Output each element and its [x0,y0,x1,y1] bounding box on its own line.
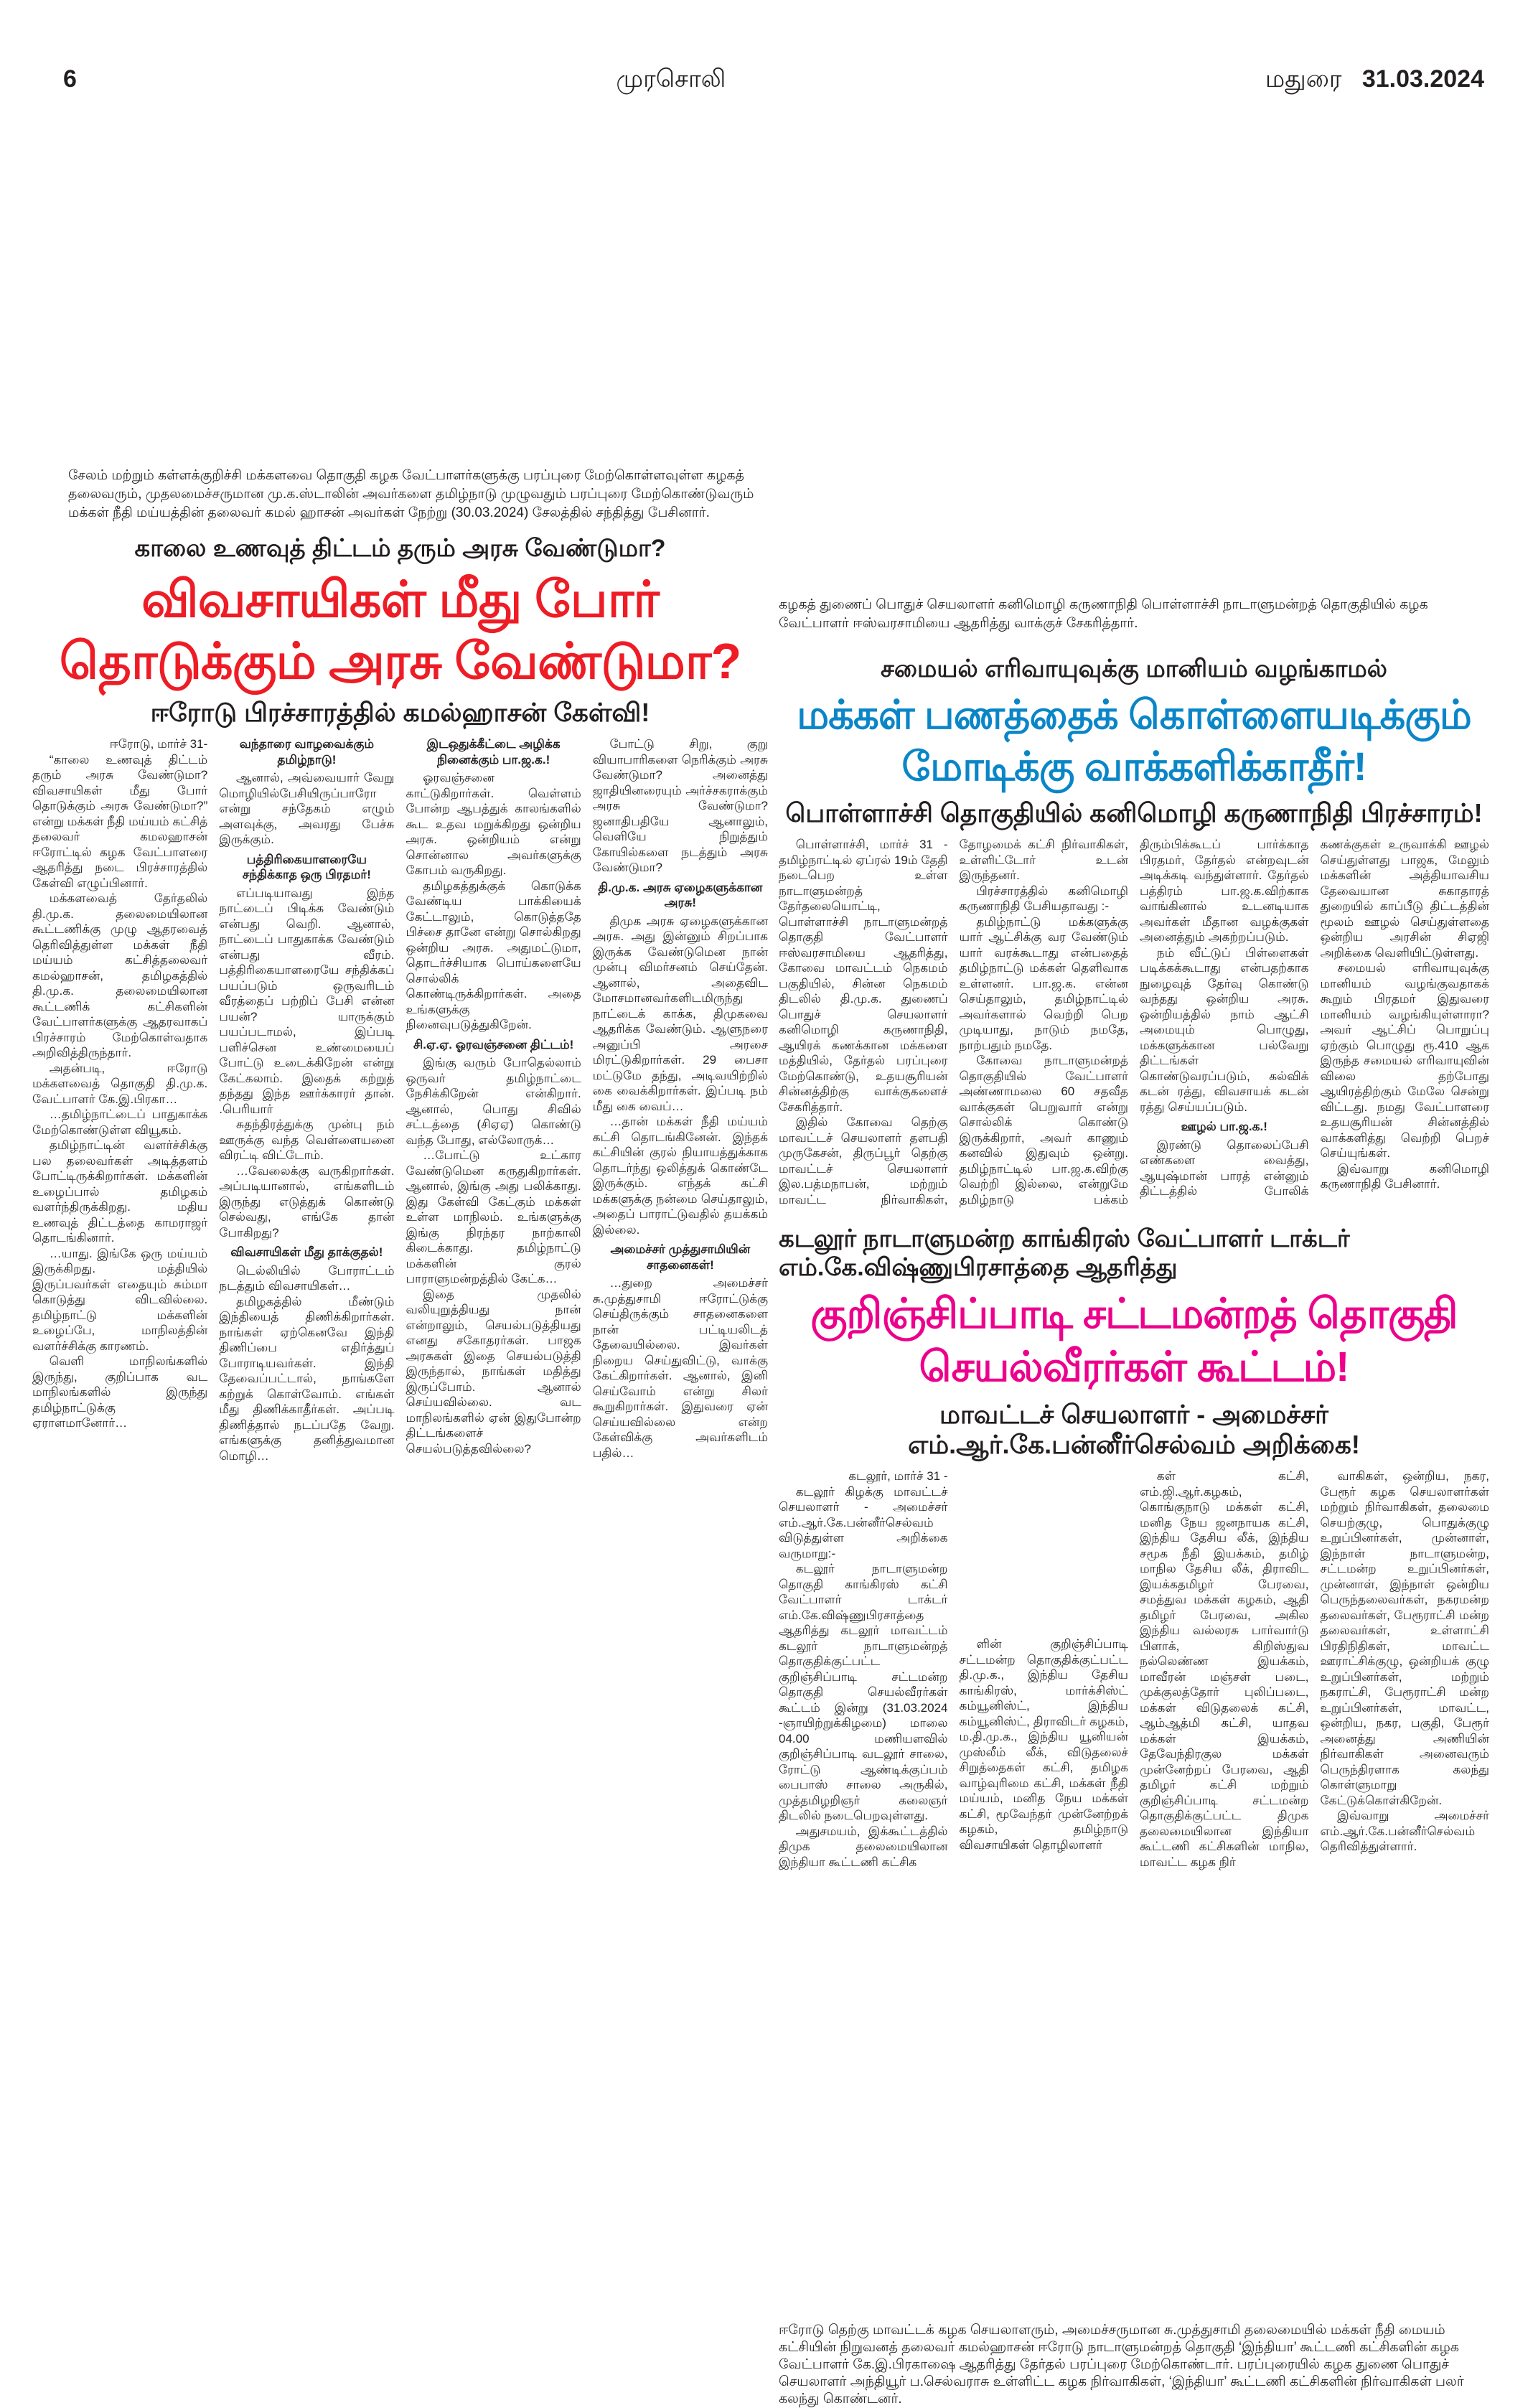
paragraph: நம் வீட்டுப் பிள்ளைகள் படிக்கக்கூடாது என… [1140,945,1309,1114]
paragraph: …யாது. இங்கே ஒரு மய்யம் இருக்கிறது. மத்த… [32,1246,208,1353]
photo-kamal-erode [779,1884,1489,2315]
paragraph: தமிழ்நாட்டின் வளர்ச்சிக்கு பல தலைவர்கள் … [32,1138,208,1245]
article-subheading: விவசாயிகள் மீது தாக்குதல்! [230,1245,383,1259]
paragraph: …வேலைக்கு வருகிறார்கள். அப்படியானால், எங… [219,1163,395,1240]
edition: மதுரை [1265,65,1342,93]
paragraph: இரண்டு தொலைப்பேசி எண்களை வைத்து, ஆயுஷ்மா… [1140,838,1489,1198]
cuddalore-col2-wrap: ளின் குறிஞ்சிப்பாடி சட்டமன்ற தொகுதிக்குட… [959,1468,1129,1870]
paragraph: இவ்வாறு அமைச்சர் எம்.ஆர்.கே.பன்னீர்செல்வ… [1320,1809,1490,1853]
article-subheading: இடஒதுக்கீட்டை அழிக்க நினைக்கும் பா.ஜ.க.! [426,737,561,767]
paragraph: …தமிழ்நாட்டைப் பாதுகாக்க மேற்கொண்டுள்ள வ… [32,1107,208,1137]
article-subheading: தி.மு.க. அரசு ஏழைகளுக்கான அரசு! [598,880,763,910]
photo-caption: சேலம் மற்றும் கள்ளக்குறிச்சி மக்களவை தொக… [68,468,754,520]
article-kicker: சமையல் எரிவாயுவுக்கு மானியம் வழங்காமல் [881,655,1387,683]
paragraph: தமிழகத்துக்குக் கொடுக்க வேண்டிய பாக்கியை… [405,879,581,1032]
article-body-cuddalore-col3: கள் கட்சி, எம்.ஜி.ஆர்.கழகம், கொங்குநாடு … [1140,1468,1309,1870]
article-body-cuddalore-col4: வாகிகள், ஒன்றிய, நகர, பேரூர் கழக செயலாளர… [1321,1468,1490,1870]
article-body-kamal: ஈரோடு, மார்ச் 31- “காலை உணவுத் திட்டம் தர… [32,736,768,1463]
article-headline: குறிஞ்சிப்பாடி சட்டமன்றத் தொகுதி செயல்வீ… [810,1290,1458,1390]
article-subheading: சி.ஏ.ஏ. ஓரவஞ்சனை திட்டம்! [413,1037,574,1051]
article-body-kanimozhi: பொள்ளாச்சி, மார்ச் 31 - தமிழ்நாட்டில் ஏப… [779,837,1489,1207]
article-headline: மக்கள் பணத்தைக் கொள்ளையடிக்கும் மோடிக்கு… [797,692,1472,789]
page-number: 6 [63,65,77,93]
paragraph: கோவை நாடாளுமன்றத் தொகுதியில் வேட்பாளர் அ… [959,838,1309,1207]
article-subheading: ஊழல் பா.ஜ.க.! [1181,1120,1267,1133]
photo-kamal-stalin [65,129,768,459]
paragraph: சுதந்திரத்துக்கு முன்பு நம் ஊருக்கு வந்த… [219,1118,395,1162]
paragraph: இதை முதலில் வலியுறுத்தியது நான் என்றாலும… [405,1287,581,1456]
paragraph: வாகிகள், ஒன்றிய, நகர, பேரூர் கழக செயலாளர… [1320,1469,1490,1807]
article-subhead: பொள்ளாச்சி தொகுதியில் கனிமொழி கருணாநிதி … [785,798,1483,828]
photo-inset [959,1468,1128,1634]
photo-kanimozhi [779,129,1489,589]
paragraph: கள் கட்சி, எம்.ஜி.ஆர்.கழகம், கொங்குநாடு … [1140,1469,1309,1869]
paragraph: ளின் குறிஞ்சிப்பாடி சட்டமன்ற தொகுதிக்குட… [959,1637,1129,1852]
article-subheading: பத்திரிகையாளரையே சந்திக்காத ஒரு பிரதமர்! [242,852,371,882]
paragraph: …தான் மக்கள் நீதி மய்யம் கட்சி தொடங்கினே… [592,1115,768,1237]
paragraph: கடலூர் கிழக்கு மாவட்டச் செயலாளர் - அமைச்… [779,1484,948,1560]
article-body-cuddalore: கடலூர், மார்ச் 31 - கடலூர் கிழக்கு மாவட்ட… [779,1468,1489,1870]
right-half: கழகத் துணைப் பொதுச் செயலாளர் கனிமொழி கரு… [779,129,1489,2408]
paragraph: அதுசமயம், இக்கூட்டத்தில் திமுக தலைமையிலா… [779,1824,948,1869]
paragraph: “காலை உணவுத் திட்டம் தரும் அரசு வேண்டுமா… [32,752,208,890]
page-header: 6 முரசொலி மதுரை 31.03.2024 [63,65,1484,93]
paragraph: மக்களவைத் தேர்தலில் தி.மு.க. தலைமையிலான … [32,891,208,1059]
paragraph: தமிழ்நாட்டு மக்களுக்கு யார் ஆட்சிக்கு வர… [959,914,1129,1052]
paragraph: ஓரவஞ்சனை காட்டுகிறார்கள். வெள்ளம் போன்ற … [405,771,581,877]
article-subhead: ஈரோடு பிரச்சாரத்தில் கமல்ஹாசன் கேள்வி! [150,698,650,727]
dateline: கடலூர், மார்ச் 31 - [848,1469,948,1483]
paragraph: போட்டு சிறு, குறு வியாபாரிகளை நெரிக்கும்… [592,737,768,874]
paragraph: பொள்ளாச்சி, மார்ச் 31 - தமிழ்நாட்டில் ஏப… [779,838,948,1114]
article-subhead: மாவட்டச் செயலாளர் - அமைச்சர் எம்.ஆர்.கே.… [908,1400,1360,1459]
article-body-cuddalore-col2: ளின் குறிஞ்சிப்பாடி சட்டமன்ற தொகுதிக்குட… [960,1636,1129,1852]
paragraph: ஆனால், அவ்வையார் வேறு மொழியில்பேசியிருப்… [219,771,395,846]
paragraph: டெல்லியில் போராட்டம் நடத்தும் விவசாயிகள்… [219,1263,395,1293]
article-kicker: கடலூர் நாடாளுமன்ற காங்கிரஸ் வேட்பாளர் டா… [779,1225,1350,1281]
paragraph: …துறை அமைச்சர் சு.முத்துசாமி ஈரோட்டுக்கு… [592,1276,768,1460]
article-headline: விவசாயிகள் மீது போர் தொடுக்கும் அரசு வேண… [59,571,741,689]
article-subheading: அமைச்சர் முத்துசாமியின் சாதனைகள்! [610,1242,751,1272]
paragraph: சமையல் எரிவாயுவுக்கு மானியம் வழங்குவதாகக… [1320,961,1490,1160]
paragraph: இங்கு வரும் போதெல்லாம் ஒருவர் தமிழ்நாட்ட… [405,1056,581,1147]
dateline: ஈரோடு, மார்ச் 31- [109,737,208,751]
paragraph: இவ்வாறு கனிமொழி கருணாநிதி பேசினார். [1320,1161,1490,1191]
photo-caption: ஈரோடு தெற்கு மாவட்டக் கழக செயலாளரும், அம… [779,2323,1464,2407]
paragraph: …போட்டு உட்கார வேண்டுமென கருதுகிறார்கள்.… [405,1148,581,1285]
left-half: சேலம் மற்றும் கள்ளக்குறிச்சி மக்களவை தொக… [32,129,768,1463]
paragraph: பிரச்சாரத்தில் கனிமொழி கருணாநிதி பேசியதா… [959,884,1129,914]
paragraph: எப்படியாவது இந்த நாட்டைப் பிடிக்க வேண்டு… [219,886,395,1116]
paragraph: கடலூர் நாடாளுமன்ற தொகுதி காங்கிரஸ் கட்சி… [779,1562,948,1822]
masthead: முரசொலி [616,65,726,93]
edition-date: மதுரை 31.03.2024 [1265,65,1484,93]
paragraph: இதில் கோவை தெற்கு மாவட்டச் செயலாளர் தளபத… [779,838,1128,1207]
date: 31.03.2024 [1361,65,1484,93]
article-subheading: வந்தாரை வாழவைக்கும் தமிழ்நாடு! [239,737,375,767]
article-body-cuddalore-col1: கடலூர், மார்ச் 31 - கடலூர் கிழக்கு மாவட்ட… [779,1468,948,1870]
paragraph: திமுக அரசு ஏழைகளுக்கான அரசு. அது இன்னும்… [592,914,768,1113]
article-kicker: காலை உணவுத் திட்டம் தரும் அரசு வேண்டுமா? [134,535,666,562]
paragraph: அதன்படி, ஈரோடு மக்களவைத் தொகுதி தி.மு.க.… [32,1061,208,1106]
photo-caption: கழகத் துணைப் பொதுச் செயலாளர் கனிமொழி கரு… [779,597,1428,631]
paragraph: வெளி மாநிலங்களில் இருந்து, குறிப்பாக வட … [32,1354,208,1430]
paragraph: தமிழகத்தில் மீண்டும் இந்தியைத் திணிக்கிற… [219,1294,395,1463]
